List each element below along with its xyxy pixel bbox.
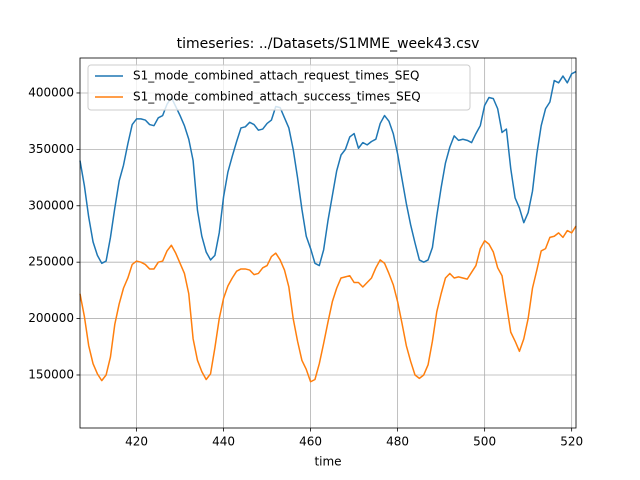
x-tick-label: 460 xyxy=(299,435,322,449)
axes-frame xyxy=(79,57,577,429)
x-tick-label: 420 xyxy=(125,435,148,449)
legend-box xyxy=(87,64,471,111)
y-tick-label: 350000 xyxy=(28,142,74,156)
series-line xyxy=(79,70,577,267)
x-tick-label: 500 xyxy=(473,435,496,449)
legend-label: S1_mode_combined_attach_request_times_SE… xyxy=(133,69,419,83)
y-tick-label: 200000 xyxy=(28,311,74,325)
series-line xyxy=(79,225,577,383)
x-axis-label: time xyxy=(314,455,341,469)
x-tick-label: 480 xyxy=(386,435,409,449)
y-tick-label: 250000 xyxy=(28,255,74,269)
y-tick-label: 400000 xyxy=(28,85,74,99)
x-tick-label: 440 xyxy=(212,435,235,449)
chart-title: timeseries: ../Datasets/S1MME_week43.csv xyxy=(177,36,480,52)
x-tick-label: 520 xyxy=(560,435,583,449)
y-tick-label: 300000 xyxy=(28,198,74,212)
legend-label: S1_mode_combined_attach_success_times_SE… xyxy=(133,90,421,104)
y-tick-label: 150000 xyxy=(28,367,74,381)
